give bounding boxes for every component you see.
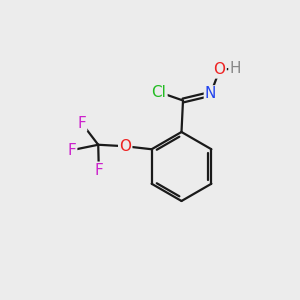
Text: H: H (230, 61, 241, 76)
Text: O: O (214, 62, 226, 77)
Text: O: O (119, 139, 131, 154)
Text: F: F (77, 116, 86, 131)
Text: Cl: Cl (152, 85, 166, 100)
Text: F: F (94, 163, 103, 178)
Text: F: F (68, 143, 76, 158)
Text: N: N (205, 86, 216, 101)
